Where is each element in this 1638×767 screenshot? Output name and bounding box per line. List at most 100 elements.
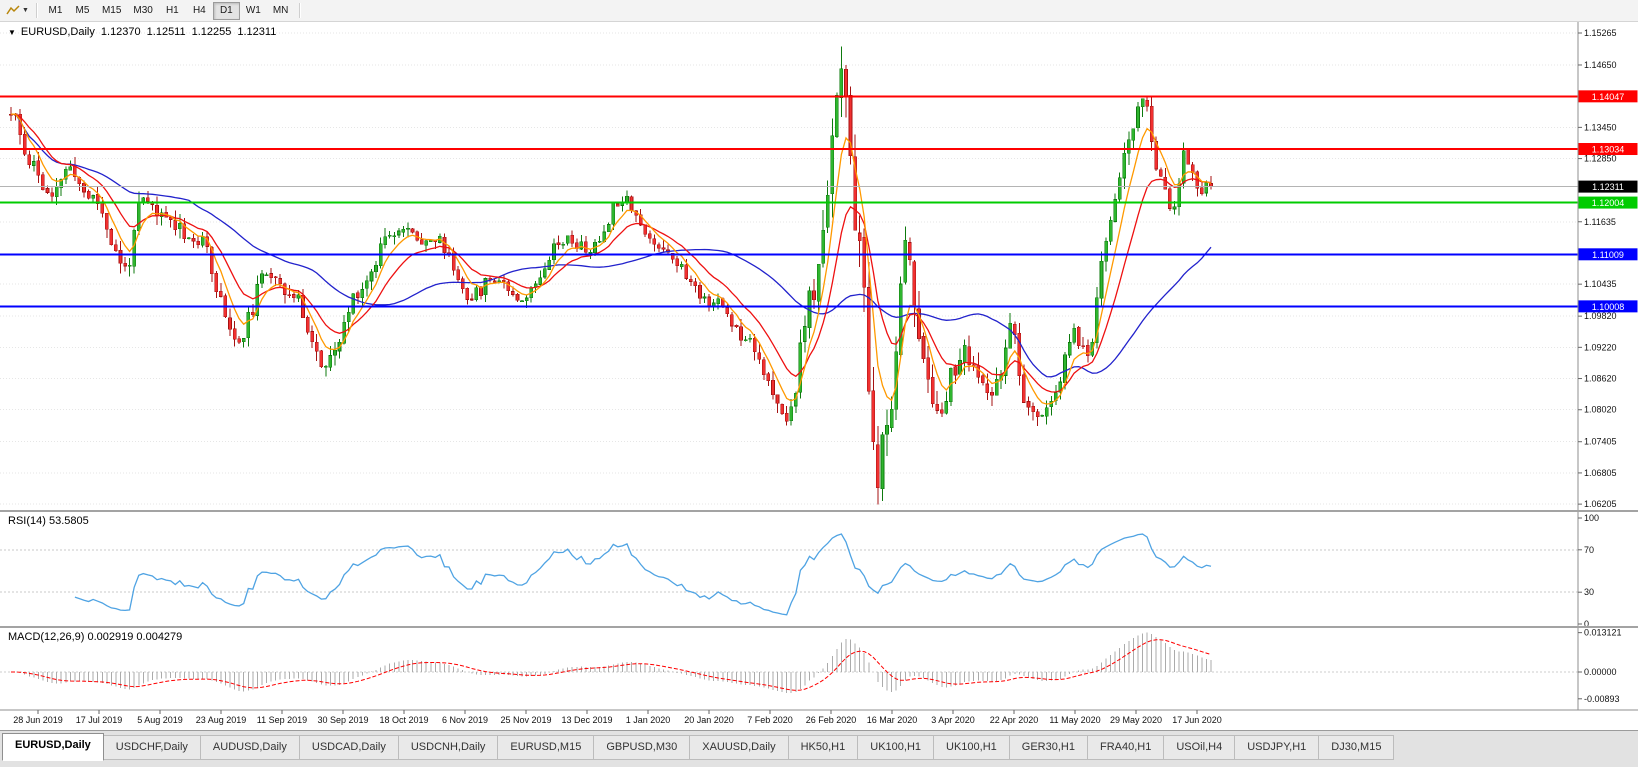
chart-tab-ger30-h1[interactable]: GER30,H1 — [1009, 735, 1088, 760]
chart-tabs-bar: EURUSD,Daily USDCHF,Daily AUDUSD,Daily USDC… — [0, 730, 1638, 767]
date-axis-label: 30 Sep 2019 — [317, 715, 368, 725]
rsi-panel-splitter[interactable] — [0, 510, 1638, 512]
ma-line-medium — [10, 113, 1212, 393]
timeframes-toolbar: ▼ M1 M5 M15 M30 H1 H4 D1 W1 MN — [0, 0, 1638, 22]
time-axis[interactable] — [0, 710, 1578, 730]
chart-symbol-period: EURUSD,Daily — [20, 26, 95, 38]
ohlc-high: 1.12511 — [146, 26, 186, 38]
candlesticks — [9, 46, 1213, 505]
chart-periodicity-button[interactable]: ▼ — [4, 3, 31, 18]
ohlc-close: 1.12311 — [237, 26, 277, 38]
price-badge — [1578, 300, 1638, 313]
chart-tab-usdcad-daily[interactable]: USDCAD,Daily — [299, 735, 399, 760]
toolbar-separator — [35, 3, 37, 18]
price-badge-label: 1.11009 — [1592, 250, 1624, 260]
chart-tab-audusd-daily[interactable]: AUDUSD,Daily — [200, 735, 300, 760]
price-axis-tick: 1.06805 — [1584, 468, 1617, 478]
price-badge-label: 1.10008 — [1592, 302, 1625, 312]
price-axis-tick: 1.08020 — [1584, 405, 1617, 415]
ohlc-low: 1.12255 — [191, 26, 232, 38]
macd-panel-splitter[interactable] — [0, 626, 1638, 628]
date-axis-label: 5 Aug 2019 — [137, 715, 183, 725]
date-axis-label: 17 Jul 2019 — [76, 715, 123, 725]
rsi-axis-tick: 70 — [1584, 545, 1594, 555]
line-chart-icon — [6, 5, 20, 15]
macd-axis-tick: 0.00000 — [1584, 667, 1617, 677]
chart-tab-hk50-h1[interactable]: HK50,H1 — [788, 735, 859, 760]
macd-axis-tick: -0.00893 — [1584, 694, 1620, 704]
chart-tab-gbpusd-m30[interactable]: GBPUSD,M30 — [594, 735, 691, 760]
price-axis-tick: 1.09820 — [1584, 311, 1617, 321]
timeframe-button-h4[interactable]: H4 — [186, 2, 213, 20]
price-badge — [1578, 90, 1638, 103]
date-axis-label: 23 Aug 2019 — [196, 715, 247, 725]
ma-line-slow — [10, 113, 1212, 378]
price-badge — [1578, 196, 1638, 209]
date-axis-label: 17 Jun 2020 — [1172, 715, 1222, 725]
timeframe-button-m30[interactable]: M30 — [127, 2, 158, 20]
rsi-axis-tick: 30 — [1584, 587, 1594, 597]
chart-tab-uk100-h1[interactable]: UK100,H1 — [934, 735, 1010, 760]
price-axis-tick: 1.12850 — [1584, 154, 1617, 164]
chart-title: ▼ EURUSD,Daily 1.12370 1.12511 1.12255 1… — [8, 26, 276, 38]
price-axis-tick: 1.08620 — [1584, 374, 1617, 384]
date-axis-label: 22 Apr 2020 — [990, 715, 1039, 725]
chart-tab-usdchf-daily[interactable]: USDCHF,Daily — [103, 735, 201, 760]
price-badge-label: 1.14047 — [1592, 92, 1625, 102]
rsi-indicator-label: RSI(14) 53.5805 — [8, 515, 89, 527]
date-axis-label: 1 Jan 2020 — [626, 715, 671, 725]
symbol-dropdown-icon[interactable]: ▼ — [8, 27, 16, 37]
price-badge — [1578, 143, 1638, 156]
chart-tab-usdcnh-daily[interactable]: USDCNH,Daily — [398, 735, 499, 760]
macd-signal-line — [11, 639, 1212, 691]
price-badge — [1578, 180, 1638, 193]
price-badge-label: 1.13034 — [1592, 145, 1625, 155]
price-axis[interactable] — [1578, 22, 1638, 710]
date-axis-label: 7 Feb 2020 — [747, 715, 793, 725]
date-axis-label: 11 Sep 2019 — [257, 715, 307, 725]
date-axis-label: 29 May 2020 — [1110, 715, 1162, 725]
date-axis-label: 28 Jun 2019 — [13, 715, 63, 725]
macd-axis-tick: 0.013121 — [1584, 628, 1622, 638]
macd-indicator-label: MACD(12,26,9) 0.002919 0.004279 — [8, 631, 183, 643]
chart-tab-uk100-h1[interactable]: UK100,H1 — [858, 735, 935, 760]
chart-tab-xauusd-daily[interactable]: XAUUSD,Daily — [690, 735, 789, 760]
date-axis-label: 26 Feb 2020 — [806, 715, 857, 725]
grid-lines — [0, 32, 1578, 505]
price-axis-tick: 1.06205 — [1584, 499, 1617, 509]
chart-tab-fra40-h1[interactable]: FRA40,H1 — [1087, 735, 1165, 760]
timeframe-button-m5[interactable]: M5 — [69, 2, 96, 20]
chart-tab-usoil-h4[interactable]: USOil,H4 — [1164, 735, 1236, 760]
price-axis-tick: 1.10435 — [1584, 279, 1617, 289]
dropdown-arrow-icon: ▼ — [22, 7, 29, 14]
price-axis-tick: 1.11635 — [1584, 217, 1616, 227]
price-badge — [1578, 248, 1638, 261]
chart-tab-eurusd-m15[interactable]: EURUSD,M15 — [498, 735, 595, 760]
date-axis-label: 13 Dec 2019 — [561, 715, 612, 725]
chart-tab-dj30-m15[interactable]: DJ30,M15 — [1319, 735, 1395, 760]
timeframe-button-w1[interactable]: W1 — [240, 2, 267, 20]
price-badge-label: 1.12004 — [1592, 198, 1625, 208]
chart-tabs: EURUSD,Daily USDCHF,Daily AUDUSD,Daily USDC… — [2, 733, 1395, 761]
price-axis-tick: 1.07405 — [1584, 437, 1617, 447]
timeframe-button-m1[interactable]: M1 — [42, 2, 69, 20]
ma-line-fast — [10, 113, 1212, 405]
date-axis-label: 20 Jan 2020 — [684, 715, 734, 725]
price-axis-tick: 1.09220 — [1584, 342, 1617, 352]
timeframe-button-mn[interactable]: MN — [267, 2, 295, 20]
rsi-line — [74, 533, 1212, 616]
timeframe-button-m15[interactable]: M15 — [96, 2, 127, 20]
price-badge-label: 1.12311 — [1592, 182, 1624, 192]
chart-tab-eurusd-daily[interactable]: EURUSD,Daily — [2, 733, 104, 761]
timeframe-button-d1[interactable]: D1 — [212, 1, 240, 20]
toolbar-separator — [299, 3, 301, 18]
price-axis-tick: 1.13450 — [1584, 122, 1617, 132]
macd-histogram — [15, 632, 1212, 694]
chart-tab-usdjpy-h1[interactable]: USDJPY,H1 — [1235, 735, 1320, 760]
date-axis-label: 3 Apr 2020 — [931, 715, 975, 725]
date-axis-label: 18 Oct 2019 — [379, 715, 428, 725]
timeframe-button-h1[interactable]: H1 — [159, 2, 186, 20]
axes: 1.15265 1.14650 1.13450 1.12850 1.11635 1.104… — [0, 22, 1638, 725]
